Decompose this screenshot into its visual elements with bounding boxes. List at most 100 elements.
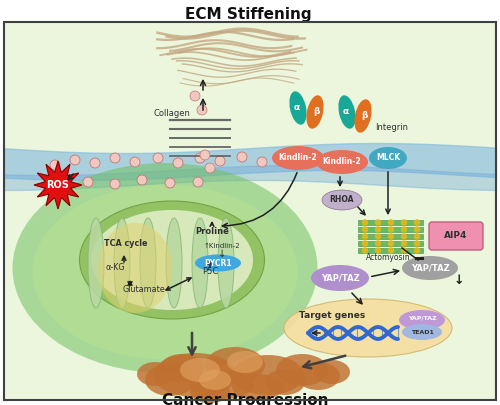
Text: TCA cycle: TCA cycle <box>104 239 148 249</box>
Ellipse shape <box>114 218 130 308</box>
Ellipse shape <box>314 360 350 384</box>
Circle shape <box>388 227 394 232</box>
Circle shape <box>376 234 380 239</box>
Text: ↓: ↓ <box>454 273 464 286</box>
Circle shape <box>388 248 394 253</box>
Circle shape <box>70 155 80 165</box>
Circle shape <box>414 234 420 239</box>
FancyBboxPatch shape <box>429 222 483 250</box>
Circle shape <box>83 177 93 187</box>
Circle shape <box>388 241 394 246</box>
Circle shape <box>90 158 100 168</box>
Circle shape <box>110 153 120 163</box>
Ellipse shape <box>306 95 324 129</box>
Ellipse shape <box>80 201 264 319</box>
Ellipse shape <box>12 163 318 373</box>
Ellipse shape <box>199 370 231 390</box>
Ellipse shape <box>227 351 263 373</box>
Ellipse shape <box>192 218 208 308</box>
Text: Proline: Proline <box>195 228 229 237</box>
Circle shape <box>110 179 120 189</box>
Text: YAP/TAZ: YAP/TAZ <box>320 273 360 283</box>
Ellipse shape <box>369 147 407 169</box>
Ellipse shape <box>354 99 372 133</box>
Bar <box>358 248 423 253</box>
Text: β: β <box>313 107 319 115</box>
Text: ROS: ROS <box>46 180 70 190</box>
Ellipse shape <box>296 362 340 390</box>
Ellipse shape <box>284 299 452 357</box>
Ellipse shape <box>145 364 195 396</box>
Ellipse shape <box>180 358 220 382</box>
Text: Kindlin-2: Kindlin-2 <box>322 158 362 166</box>
Text: Integrin: Integrin <box>376 124 408 132</box>
Text: AIP4: AIP4 <box>444 232 468 241</box>
Ellipse shape <box>322 190 362 210</box>
Ellipse shape <box>311 265 369 291</box>
Circle shape <box>362 227 368 232</box>
Circle shape <box>130 157 140 167</box>
Circle shape <box>173 158 183 168</box>
Text: Target genes: Target genes <box>299 311 365 320</box>
Ellipse shape <box>290 91 306 125</box>
Ellipse shape <box>232 374 284 400</box>
Text: PYCR1: PYCR1 <box>204 258 232 267</box>
Bar <box>358 241 423 246</box>
Circle shape <box>195 153 205 163</box>
Ellipse shape <box>232 355 304 395</box>
Circle shape <box>414 241 420 246</box>
Circle shape <box>402 234 406 239</box>
Polygon shape <box>34 161 82 209</box>
Circle shape <box>388 234 394 239</box>
Circle shape <box>414 227 420 232</box>
Circle shape <box>402 227 406 232</box>
Ellipse shape <box>153 353 237 397</box>
Ellipse shape <box>316 150 368 174</box>
Ellipse shape <box>190 381 230 403</box>
Text: TEAD1: TEAD1 <box>410 330 434 335</box>
Circle shape <box>402 241 406 246</box>
Bar <box>358 227 423 232</box>
Text: Cancer Progression: Cancer Progression <box>162 394 328 405</box>
Text: β: β <box>361 111 367 119</box>
Text: Kindlin-2: Kindlin-2 <box>278 153 318 162</box>
Text: α: α <box>343 107 349 115</box>
Circle shape <box>402 248 406 253</box>
Circle shape <box>153 153 163 163</box>
Text: MLCK: MLCK <box>376 153 400 162</box>
Ellipse shape <box>190 371 254 399</box>
Ellipse shape <box>265 369 305 395</box>
Ellipse shape <box>140 218 156 308</box>
Text: ↑Kindlin-2: ↑Kindlin-2 <box>204 243 240 249</box>
Bar <box>358 234 423 239</box>
Circle shape <box>376 220 380 225</box>
Circle shape <box>165 178 175 188</box>
Circle shape <box>257 157 267 167</box>
Circle shape <box>50 160 60 170</box>
Ellipse shape <box>195 254 241 271</box>
Circle shape <box>237 152 247 162</box>
Ellipse shape <box>88 218 104 308</box>
Ellipse shape <box>166 218 182 308</box>
Text: Actomyosin: Actomyosin <box>366 254 410 262</box>
Ellipse shape <box>338 95 355 129</box>
Ellipse shape <box>32 185 298 360</box>
Ellipse shape <box>272 146 324 170</box>
Ellipse shape <box>402 256 458 280</box>
Ellipse shape <box>91 210 253 310</box>
Text: Glutamate: Glutamate <box>122 286 166 294</box>
Circle shape <box>190 91 200 101</box>
Circle shape <box>205 163 215 173</box>
Circle shape <box>376 227 380 232</box>
Circle shape <box>414 220 420 225</box>
Ellipse shape <box>98 223 172 313</box>
Circle shape <box>193 177 203 187</box>
Circle shape <box>362 220 368 225</box>
Circle shape <box>197 105 207 115</box>
Text: ↓: ↓ <box>218 249 226 259</box>
Circle shape <box>215 156 225 166</box>
Ellipse shape <box>205 347 265 383</box>
Ellipse shape <box>137 362 173 386</box>
Text: α-KG: α-KG <box>105 264 125 273</box>
Text: YAP/TAZ: YAP/TAZ <box>410 264 450 273</box>
